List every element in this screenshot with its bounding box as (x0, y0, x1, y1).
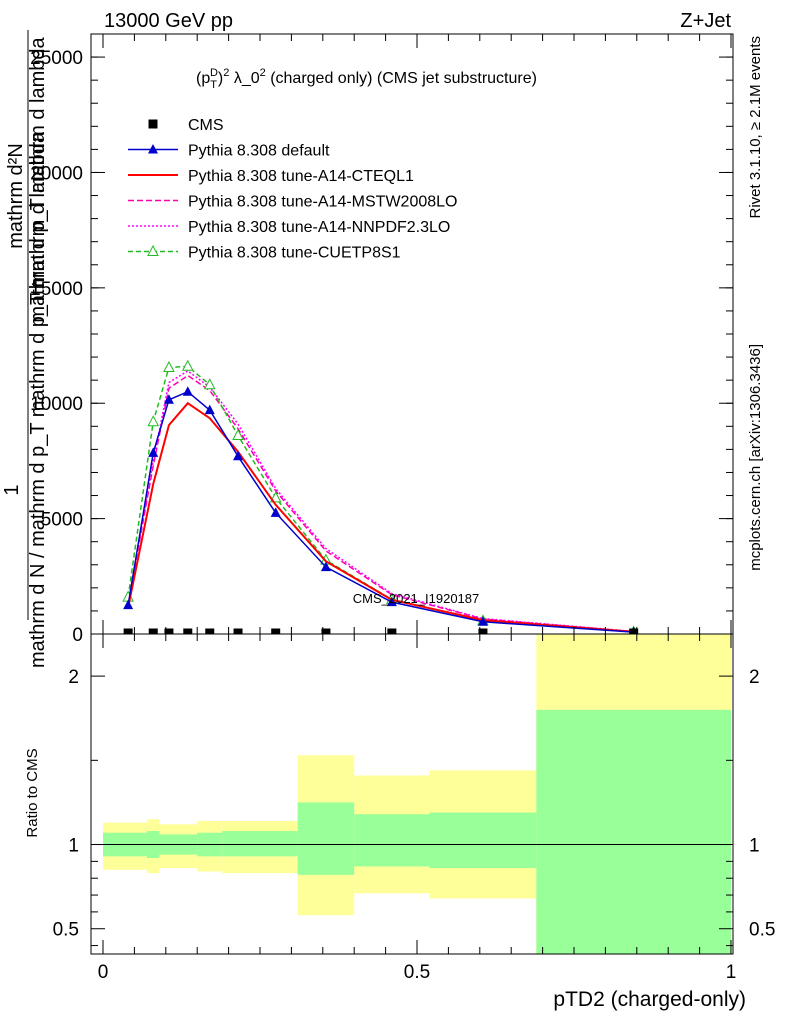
top-ytick-label-5: 25000 (30, 48, 83, 69)
title-paren: (p (196, 70, 210, 87)
series-point-default-3 (182, 386, 193, 396)
top-ytick-label-4: 20000 (30, 163, 83, 184)
series-point-cms-4 (205, 628, 215, 634)
ratio-ytick-label-right-0: 0.5 (749, 920, 775, 941)
title-close: ) (218, 70, 223, 87)
series-point-cuetp8s1-3 (181, 359, 194, 371)
series-point-cms-6 (271, 628, 281, 634)
legend-marker-cuetp8s1 (147, 244, 159, 256)
series-point-cms-7 (321, 628, 331, 634)
top-ytick-label-0: 0 (72, 625, 83, 646)
legend-label-nnpdf: Pythia 8.308 tune-A14-NNPDF2.3LO (188, 219, 450, 236)
series-point-cuetp8s1-6 (269, 491, 282, 503)
ratio-ytick-label-right-2: 2 (749, 667, 760, 688)
y-label-one: 1 (1, 484, 23, 495)
xtick-label-0: 0 (98, 962, 109, 983)
series-point-cuetp8s1-5 (232, 428, 244, 441)
series-point-cms-5 (233, 628, 243, 634)
series-point-cuetp8s1-4 (203, 378, 216, 390)
series-point-default-2 (163, 394, 174, 404)
title-sup: D (210, 67, 218, 79)
top-ytick-label-3: 15000 (30, 279, 83, 300)
xtick-label-2: 1 (726, 962, 737, 983)
top-ytick-label-2: 10000 (30, 394, 83, 415)
legend-label-cuetp8s1: Pythia 8.308 tune-CUETP8S1 (188, 245, 401, 262)
ratio-ytick-label-left-2: 2 (68, 667, 79, 688)
xtick-label-1: 0.5 (404, 962, 430, 983)
header-left: 13000 GeV pp (104, 10, 233, 32)
axes: 0 5000 10000 15000 20000 25000 0.5 0.5 1 1 2 2 0 0.5 1 (30, 33, 775, 983)
x-axis-label: pTD2 (charged-only) (553, 988, 746, 1011)
y-label-bottom: mathrm d N / mathrm d p_T mathrm d p_T m… (27, 131, 49, 668)
y-label-numerator: mathrm d²N (5, 143, 27, 249)
legend-marker-default (148, 144, 158, 154)
legend-label-cteql1: Pythia 8.308 tune-A14-CTEQL1 (188, 168, 414, 185)
series-line-mstw (127, 374, 634, 633)
ratio-bands (91, 634, 733, 954)
series-point-cms-9 (478, 628, 488, 634)
legend-label-cms: CMS (188, 117, 224, 134)
ratio-ytick-label-right-1: 1 (749, 836, 760, 857)
y-axis-label: mathrm d²N mathrm d p_T mathrm d lambda … (1, 30, 49, 668)
watermark: CMS_2021_I1920187 (353, 591, 480, 606)
series-point-cuetp8s1-1 (147, 415, 160, 427)
ratio-ytick-label-left-1: 1 (68, 836, 79, 857)
series-point-default-0 (123, 599, 134, 610)
series-point-default-7 (320, 561, 331, 572)
series-point-cms-3 (183, 628, 193, 634)
ratio-ytick-label-left-0: 0.5 (53, 920, 79, 941)
ratio-y-label: Ratio to CMS (24, 748, 41, 837)
series-point-default-8 (386, 596, 397, 607)
top-ytick-label-1: 5000 (41, 510, 83, 531)
mcplots-label: mcplots.cern.ch [arXiv:1306.3436] (747, 344, 764, 571)
title-rest: (charged only) (CMS jet substructure) (266, 70, 537, 87)
title-lambda: λ_0 (229, 70, 259, 87)
legend-label-default: Pythia 8.308 default (188, 143, 330, 160)
series-line-nnpdf (127, 370, 634, 633)
series-point-cms-1 (148, 628, 158, 634)
ratio-band-inner-6 (354, 814, 430, 867)
series-point-cms-8 (387, 628, 397, 634)
ratio-band-inner-7 (429, 812, 537, 869)
ratio-band-inner-5 (297, 802, 355, 875)
header-right: Z+Jet (680, 10, 731, 32)
y-label-mid: mathrm d p_T mathrm d lambda (27, 36, 49, 322)
series-point-cuetp8s1-2 (163, 360, 175, 372)
legend-marker-cms (148, 119, 158, 129)
ratio-plot-frame (90, 633, 734, 955)
title-sq: 2 (223, 67, 229, 79)
series-point-default-9 (477, 616, 488, 626)
legend-label-mstw: Pythia 8.308 tune-A14-MSTW2008LO (188, 194, 457, 211)
title-sub: T (210, 79, 217, 91)
series-point-cms-10 (629, 628, 639, 634)
top-series (122, 359, 639, 634)
series-point-default-6 (270, 507, 281, 517)
series-point-default-4 (204, 404, 215, 415)
legend: CMS Pythia 8.308 default Pythia 8.308 tune… (128, 117, 457, 262)
series-point-default-5 (233, 450, 244, 461)
rivet-label: Rivet 3.1.10, ≥ 2.1M events (747, 36, 764, 219)
ratio-band-inner-4 (222, 831, 298, 857)
series-point-default-1 (148, 447, 159, 457)
series-point-cms-2 (164, 628, 174, 634)
plot-title: (pTD)2 λ_02 (charged only) (CMS jet subs… (196, 67, 537, 91)
series-point-cms-0 (123, 628, 133, 634)
title-sq2: 2 (260, 67, 266, 79)
ratio-band-inner-8 (536, 709, 731, 954)
